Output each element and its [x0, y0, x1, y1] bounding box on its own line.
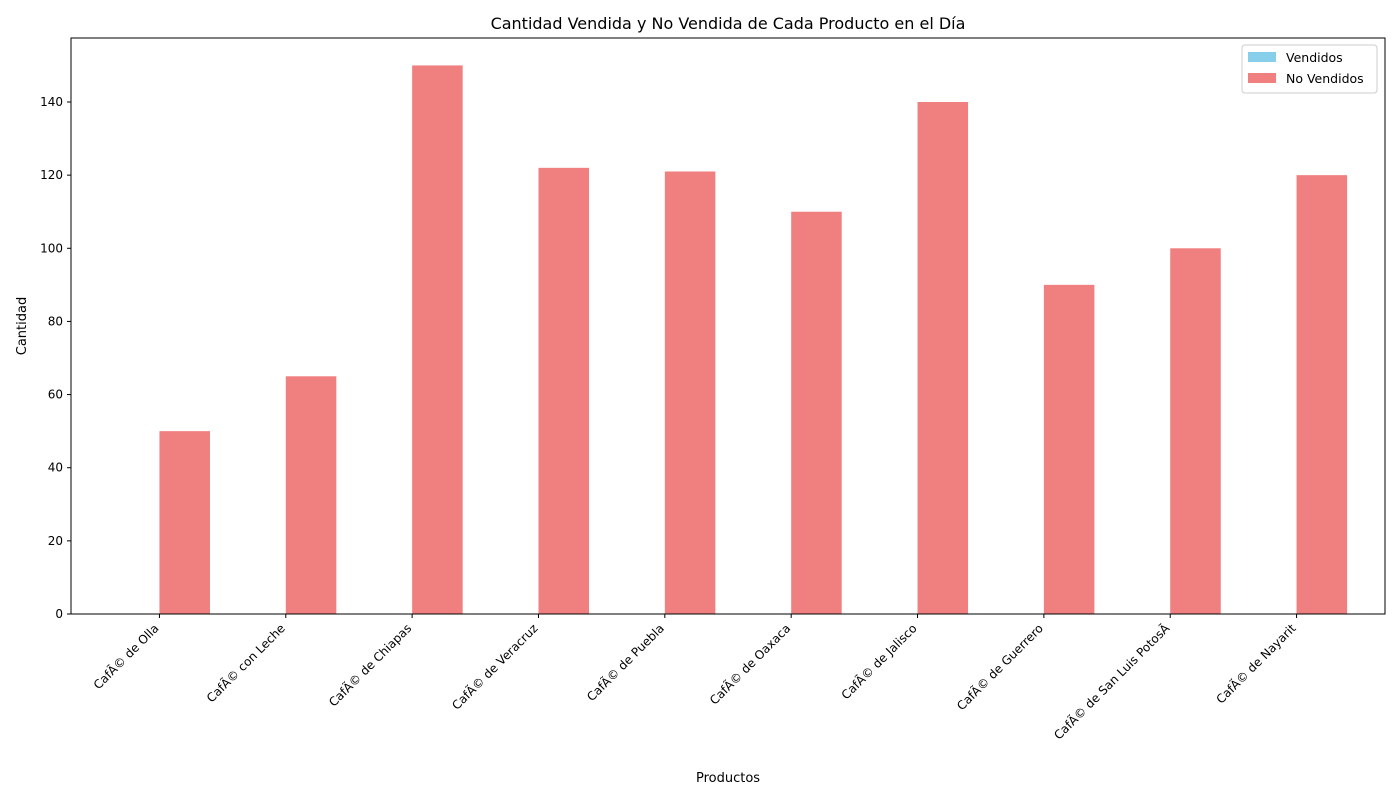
- bar-no-vendidos-8: [1170, 248, 1221, 615]
- bar-no-vendidos-1: [285, 376, 337, 614]
- bar-no-vendidos-6: [917, 102, 969, 614]
- bar-no-vendidos-2: [412, 65, 463, 614]
- plot-frame: [70, 37, 1386, 615]
- x-tick-label: CafÃ© de Oaxaca: [706, 621, 793, 708]
- legend: Vendidos No Vendidos: [1241, 44, 1378, 94]
- x-axis: CafÃ© de Olla CafÃ© con Leche CafÃ© de Chi…: [90, 614, 1299, 742]
- y-tick-label: 100: [40, 241, 63, 255]
- chart-title: Cantidad Vendida y No Vendida de Cada Pr…: [491, 14, 966, 33]
- legend-swatch-0: [1248, 52, 1276, 62]
- y-tick-label: 40: [48, 461, 63, 475]
- x-tick-label: CafÃ© de San Luis PotosÃ­: [1050, 620, 1172, 742]
- x-tick-label: CafÃ© de Guerrero: [953, 621, 1046, 714]
- y-tick-label: 60: [48, 388, 63, 402]
- x-tick-label: CafÃ© de Chiapas: [325, 621, 414, 710]
- legend-label-1: No Vendidos: [1286, 71, 1364, 86]
- x-axis-label: Productos: [696, 771, 760, 786]
- x-tick-label: CafÃ© de Puebla: [583, 621, 667, 705]
- bar-no-vendidos-7: [1043, 284, 1095, 614]
- bar-no-vendidos-9: [1296, 175, 1348, 614]
- bar-no-vendidos-5: [791, 211, 842, 614]
- x-tick-label: CafÃ© de Nayarit: [1213, 620, 1299, 706]
- y-tick-label: 120: [40, 168, 63, 182]
- x-tick-label: CafÃ© con Leche: [203, 621, 288, 706]
- bar-no-vendidos-3: [538, 167, 590, 615]
- y-tick-label: 80: [48, 314, 63, 328]
- x-tick-label: CafÃ© de Veracruz: [449, 621, 541, 713]
- x-tick-label: CafÃ© de Jalisco: [838, 621, 920, 703]
- y-tick-label: 0: [55, 607, 63, 621]
- y-axis-label: Cantidad: [15, 297, 30, 355]
- y-axis: 0 20 40 60 80 100 120 140: [40, 95, 71, 621]
- y-tick-label: 20: [48, 534, 63, 548]
- legend-swatch-1: [1248, 73, 1276, 83]
- bar-no-vendidos-4: [664, 171, 716, 614]
- y-tick-label: 140: [40, 95, 63, 109]
- x-tick-label: CafÃ© de Olla: [90, 621, 162, 693]
- bar-no-vendidos-0: [159, 431, 210, 614]
- legend-label-0: Vendidos: [1286, 50, 1343, 65]
- bars-layer: [159, 65, 1348, 615]
